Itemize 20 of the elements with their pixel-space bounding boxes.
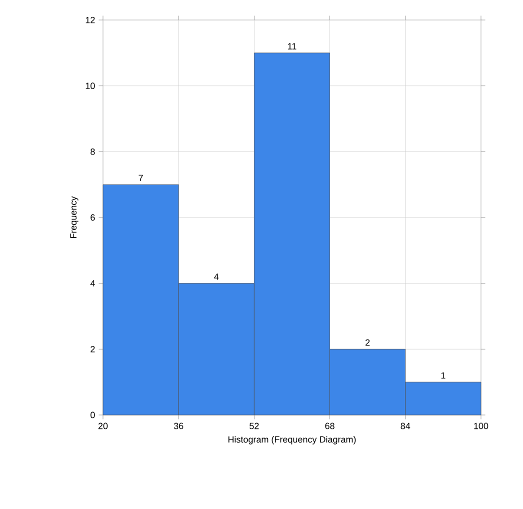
x-tick-label: 100 (474, 422, 488, 430)
x-tick-label: 84 (400, 422, 410, 430)
x-tick-label: 20 (98, 422, 108, 430)
y-tick-label: 8 (90, 148, 95, 155)
data-label: 11 (288, 43, 296, 50)
data-label: 7 (138, 174, 143, 182)
y-tick-label: 4 (90, 280, 95, 286)
y-axis-title: Frequency (70, 196, 78, 238)
x-tick-label: 36 (174, 422, 184, 430)
y-tick-label: 10 (86, 82, 95, 90)
x-axis-title: Histogram (Frequency Diagram) (228, 436, 356, 444)
y-tick-label: 2 (90, 346, 95, 352)
x-tick-label: 52 (250, 422, 259, 430)
data-label: 2 (366, 339, 370, 346)
y-tick-label: 12 (86, 16, 95, 24)
y-tick-label: 6 (90, 214, 95, 221)
data-label: 1 (441, 372, 446, 379)
x-tick-label: 68 (325, 422, 334, 430)
data-label: 4 (214, 274, 219, 280)
y-tick-label: 0 (90, 412, 95, 418)
